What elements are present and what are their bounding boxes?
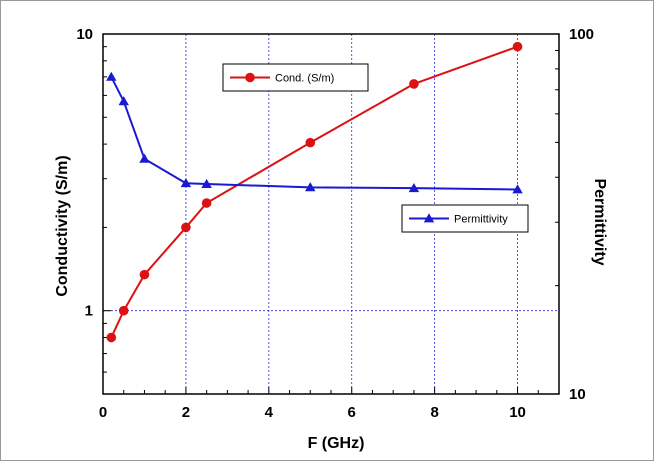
data-point bbox=[512, 184, 523, 194]
legend-label: Cond. (S/m) bbox=[275, 73, 334, 85]
x-tick-label: 2 bbox=[182, 404, 190, 421]
data-point bbox=[512, 41, 523, 52]
legend-swatch-marker bbox=[423, 213, 435, 223]
data-point bbox=[408, 182, 420, 193]
left-y-tick-labels: 10 1 bbox=[76, 26, 93, 320]
data-point bbox=[181, 222, 191, 233]
right-y-axis-title: Permittivity bbox=[591, 178, 608, 265]
right-y-tick-labels: 100 10 bbox=[569, 26, 594, 403]
series-conductivity bbox=[106, 41, 523, 343]
data-point bbox=[106, 71, 117, 81]
left-y-tick-label: 10 bbox=[76, 26, 93, 43]
x-tick-label: 8 bbox=[430, 404, 438, 421]
data-point bbox=[139, 153, 150, 163]
legend-label: Permittivity bbox=[454, 214, 508, 226]
series-layer bbox=[106, 41, 523, 343]
data-point bbox=[106, 332, 117, 343]
right-y-tick-label: 10 bbox=[569, 386, 586, 403]
x-tick-label: 0 bbox=[99, 404, 107, 421]
series-line bbox=[110, 76, 518, 191]
x-tick-label: 4 bbox=[265, 404, 274, 421]
left-y-axis-title: Conductivity (S/m) bbox=[54, 155, 71, 296]
data-point bbox=[305, 137, 316, 148]
x-tick-label: 6 bbox=[348, 404, 356, 421]
data-point bbox=[139, 269, 150, 280]
legend-conductivity: Cond. (S/m) bbox=[222, 63, 369, 92]
series-permittivity bbox=[106, 71, 523, 194]
legend-permittivity: Permittivity bbox=[401, 204, 529, 233]
data-point bbox=[180, 178, 192, 188]
x-tick-labels: 0 2 4 6 8 10 bbox=[99, 404, 526, 421]
data-point bbox=[118, 305, 129, 316]
data-point bbox=[305, 182, 316, 192]
legend-swatch-marker bbox=[245, 72, 255, 83]
data-point bbox=[118, 96, 129, 106]
data-point bbox=[201, 198, 212, 208]
right-y-tick-label: 100 bbox=[569, 26, 594, 43]
data-point bbox=[201, 178, 212, 188]
axis-ticks bbox=[102, 33, 560, 395]
left-y-tick-label: 1 bbox=[85, 303, 93, 320]
series-line bbox=[110, 45, 518, 338]
x-axis-title: F (GHz) bbox=[308, 435, 365, 452]
x-tick-label: 10 bbox=[509, 404, 526, 421]
legends: Cond. (S/m) Permittivity bbox=[222, 63, 529, 233]
data-point bbox=[409, 79, 419, 89]
